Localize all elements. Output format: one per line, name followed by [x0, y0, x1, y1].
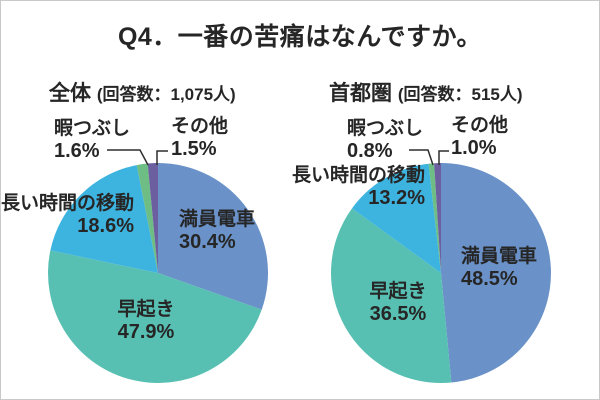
chart-heading-overall: 全体 (回答数：1,075人) — [49, 77, 236, 107]
callout-line-metro-other — [438, 150, 449, 165]
slice-label-pct: 30.4% — [179, 231, 236, 253]
pie-overall-slice-early-rising — [48, 250, 262, 383]
pie-overall-slice-long-travel — [50, 165, 158, 273]
slice-label-pct: 1.6% — [54, 140, 100, 162]
slice-label-metro-crowded-train: 満員電車 48.5% — [461, 246, 537, 290]
slice-label-overall-early-rising: 早起き 47.9% — [117, 299, 174, 343]
slice-label-pct: 0.8% — [347, 140, 393, 162]
slice-label-pct: 1.5% — [171, 138, 217, 160]
slice-label-pct: 18.6% — [77, 215, 134, 237]
slice-label-pct: 13.2% — [368, 187, 425, 209]
slice-label-overall-long-travel: 長い時間の移動 18.6% — [1, 193, 134, 237]
callout-line-overall-killing-time — [107, 149, 149, 166]
pie-overall — [48, 163, 269, 383]
slice-label-text: 暇つぶし — [54, 118, 131, 139]
slice-label-text: 早起き — [369, 281, 427, 302]
slice-label-metro-other: その他 1.0% — [451, 115, 508, 159]
slice-label-text: 長い時間の移動 — [291, 165, 425, 186]
slice-label-text: 早起き — [117, 299, 175, 320]
pie-overall-slice-crowded-train — [158, 163, 269, 310]
slice-label-pct: 36.5% — [369, 303, 427, 325]
slice-label-overall-other: その他 1.5% — [171, 116, 228, 160]
pie-metro-slice-early-rising — [331, 208, 452, 383]
pie-metro-slice-killing-time — [428, 163, 441, 273]
chart-heading-metro: 首都圏 (回答数：515人) — [329, 77, 523, 107]
slice-label-metro-killing-time: 暇つぶし 0.8% — [347, 118, 423, 162]
slice-label-pct: 47.9% — [117, 321, 175, 343]
slice-label-text: 長い時間の移動 — [0, 193, 134, 214]
slice-label-metro-early-rising: 早起き 36.5% — [369, 281, 426, 325]
callout-line-overall-other — [156, 150, 168, 165]
callout-line-metro-killing-time — [409, 149, 434, 166]
slice-label-text: 暇つぶし — [347, 118, 424, 139]
pie-metro-slice-long-travel — [352, 163, 441, 273]
slice-label-overall-killing-time: 暇つぶし 1.6% — [54, 118, 130, 162]
chart-group-label-metro: 首都圏 — [329, 82, 392, 105]
chart-respondents-overall: (回答数：1,075人) — [96, 85, 236, 104]
chart-respondents-metro: (回答数：515人) — [397, 85, 523, 104]
slice-label-text: その他 — [451, 115, 509, 136]
pie-metro — [331, 163, 551, 383]
pie-overall-slice-killing-time — [136, 163, 158, 273]
slice-label-overall-crowded-train: 満員電車 30.4% — [179, 209, 255, 253]
slice-label-metro-long-travel: 長い時間の移動 13.2% — [292, 165, 425, 209]
pie-metro-slice-crowded-train — [441, 163, 551, 383]
slice-label-text: 満員電車 — [179, 209, 256, 230]
slice-label-text: 満員電車 — [461, 246, 538, 267]
page-title: Q4．一番の苦痛はなんですか。 — [117, 23, 483, 51]
slice-label-text: その他 — [171, 116, 229, 137]
slice-label-pct: 48.5% — [461, 268, 518, 290]
chart-group-label-overall: 全体 — [49, 82, 91, 105]
pie-metro-slice-other — [434, 163, 441, 273]
pie-overall-slice-other — [147, 163, 158, 273]
slice-label-pct: 1.0% — [451, 137, 497, 159]
